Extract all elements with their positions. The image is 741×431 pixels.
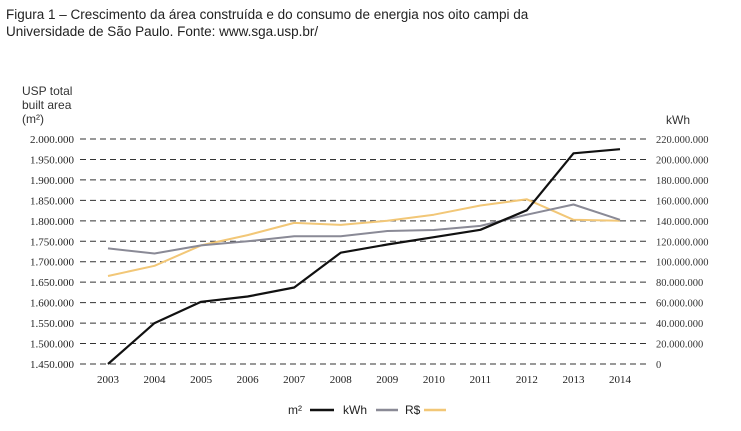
x-tick-label: 2014 xyxy=(609,374,632,386)
legend-label: kWh xyxy=(343,403,367,417)
left-tick-label: 1.800.000 xyxy=(30,216,75,228)
gridlines xyxy=(80,138,648,365)
right-tick-label: 20.000.000 xyxy=(656,340,703,351)
legend-label: m² xyxy=(288,403,302,417)
left-tick-label: 1.750.000 xyxy=(30,236,75,248)
caption-line-1: Figura 1 – Crescimento da área construíd… xyxy=(6,7,529,22)
right-tick-label: 200.000.000 xyxy=(656,155,709,166)
x-tick-label: 2008 xyxy=(330,374,353,386)
left-axis-title-line-3: (m²) xyxy=(22,112,44,126)
left-tick-label: 1.950.000 xyxy=(30,154,75,166)
left-axis-title-line-2: built area xyxy=(22,98,72,112)
x-axis-ticks: 2003 2004 2005 2006 2007 2008 2009 2010 2011 2012… xyxy=(97,374,632,386)
x-tick-label: 2009 xyxy=(376,374,399,386)
figure-caption: Figura 1 – Crescimento da área construíd… xyxy=(6,6,726,40)
left-tick-label: 2.000.000 xyxy=(30,134,75,146)
left-axis-ticks: 1.450.000 1.500.000 1.550.000 1.600.000 1.65… xyxy=(30,134,75,371)
left-tick-label: 1.600.000 xyxy=(30,298,75,310)
right-axis-title: kWh xyxy=(666,113,690,127)
x-tick-label: 2006 xyxy=(237,374,260,386)
x-tick-label: 2003 xyxy=(97,374,120,386)
right-axis-ticks: 0 20.000.000 40.000.000 60.000.000 80.000.00… xyxy=(656,135,709,371)
x-tick-label: 2004 xyxy=(144,374,167,386)
left-tick-label: 1.450.000 xyxy=(30,359,75,371)
x-tick-label: 2011 xyxy=(470,374,492,386)
right-tick-label: 140.000.000 xyxy=(656,217,709,228)
right-tick-label: 80.000.000 xyxy=(656,278,703,289)
left-tick-label: 1.550.000 xyxy=(30,318,75,330)
right-tick-label: 220.000.000 xyxy=(656,135,709,146)
right-tick-label: 40.000.000 xyxy=(656,319,703,330)
right-tick-label: 180.000.000 xyxy=(656,176,709,187)
right-tick-label: 120.000.000 xyxy=(656,237,709,248)
series-line-kwh xyxy=(107,203,621,255)
left-tick-label: 1.500.000 xyxy=(30,339,75,351)
series-line-area xyxy=(107,148,621,365)
right-tick-label: 0 xyxy=(656,360,661,371)
x-tick-label: 2007 xyxy=(283,374,306,386)
x-tick-label: 2013 xyxy=(562,374,585,386)
series-lines xyxy=(107,148,621,365)
right-tick-label: 60.000.000 xyxy=(656,299,703,310)
left-axis-title-line-1: USP total xyxy=(22,84,73,98)
left-tick-label: 1.650.000 xyxy=(30,277,75,289)
x-tick-label: 2012 xyxy=(516,374,538,386)
right-tick-label: 100.000.000 xyxy=(656,258,709,269)
left-tick-label: 1.700.000 xyxy=(30,257,75,269)
right-tick-label: 160.000.000 xyxy=(656,196,709,207)
caption-line-2: Universidade de São Paulo. Fonte: www.sg… xyxy=(6,24,319,39)
x-tick-label: 2010 xyxy=(423,374,446,386)
legend-label: R$ xyxy=(405,403,421,417)
series-line-rs xyxy=(107,198,621,277)
legend: m² kWh R$ xyxy=(288,403,446,417)
left-axis-title: USP total built area (m²) xyxy=(22,84,72,126)
left-tick-label: 1.900.000 xyxy=(30,175,75,187)
x-tick-label: 2005 xyxy=(190,374,213,386)
left-tick-label: 1.850.000 xyxy=(30,195,75,207)
